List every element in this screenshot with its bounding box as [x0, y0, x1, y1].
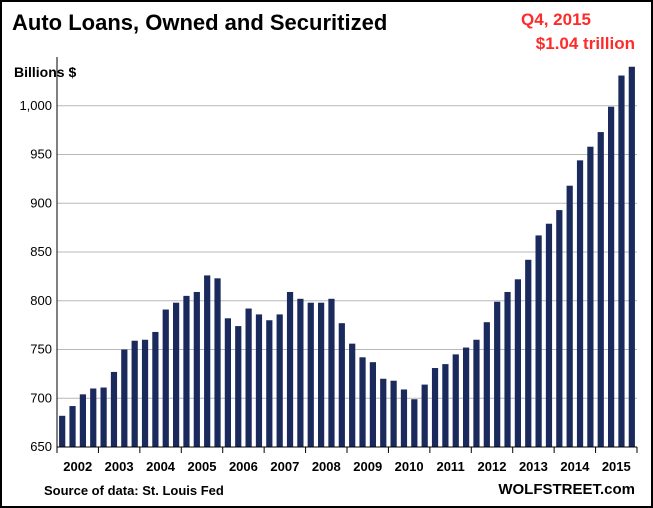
bar-2004-q3	[162, 309, 169, 447]
x-tick-label: 2007	[270, 459, 299, 474]
bar-2010-q2	[400, 389, 408, 447]
bar-2013-q4	[545, 223, 553, 447]
bar-2015-q1	[597, 132, 604, 447]
annotation-value: $1.04 trillion	[535, 34, 635, 53]
bar-2006-q4	[255, 314, 263, 447]
bar-2009-q4	[380, 378, 387, 447]
bar-2015-q4	[628, 66, 635, 447]
axis-labels: 650 700 750 800 850 900 950 1,000 2002 2003 2004 20…	[19, 98, 630, 474]
bar-2010-q3	[411, 399, 418, 447]
y-tick-label: 750	[30, 342, 52, 357]
y-tick-label: 850	[30, 244, 52, 259]
bar-2013-q1	[514, 279, 521, 447]
annotation-period: Q4, 2015	[521, 10, 591, 29]
bar-2005-q3	[204, 275, 211, 447]
bar-2011-q4	[463, 347, 470, 447]
brand-label: WOLFSTREET.com	[498, 481, 635, 498]
bar-2008-q3	[328, 298, 335, 447]
bar-2013-q2	[525, 259, 532, 447]
source-note: Source of data: St. Louis Fed	[44, 483, 224, 498]
bar-2008-q1	[307, 302, 314, 447]
bar-2011-q3	[452, 354, 459, 447]
bar-2014-q1	[556, 210, 563, 447]
bar-2012-q1	[473, 339, 480, 447]
bar-2013-q3	[535, 235, 542, 447]
bar-2014-q4	[587, 146, 594, 447]
bar-2004-q1	[141, 339, 149, 447]
bar-2002-q3	[79, 394, 86, 447]
bar-2003-q4	[131, 340, 138, 447]
bar-2003-q1	[100, 387, 107, 447]
bar-2007-q3	[286, 291, 294, 447]
x-tick-label: 2014	[560, 459, 590, 474]
bar-2014-q3	[576, 160, 584, 447]
x-tick-label: 2004	[146, 459, 176, 474]
bar-2010-q1	[390, 380, 397, 447]
x-tick-label: 2002	[63, 459, 92, 474]
x-tick-label: 2012	[478, 459, 507, 474]
bar-2005-q2	[193, 291, 200, 447]
x-tick-label: 2003	[105, 459, 134, 474]
x-tick-label: 2008	[312, 459, 341, 474]
bar-2012-q3	[494, 301, 501, 447]
bar-2006-q1	[224, 318, 231, 447]
bar-2007-q2	[276, 314, 283, 447]
bar-2011-q2	[442, 364, 449, 447]
x-tick-label: 2010	[395, 459, 424, 474]
bar-2015-q2	[608, 106, 615, 447]
y-tick-label: 900	[30, 195, 52, 210]
bar-2012-q4	[504, 291, 511, 447]
bar-2010-q4	[421, 384, 428, 447]
bar-2011-q1	[431, 368, 439, 447]
x-tick-label: 2013	[519, 459, 548, 474]
bar-2002-q4	[90, 388, 97, 447]
bar-2012-q2	[483, 322, 490, 447]
x-tick-label: 2006	[229, 459, 258, 474]
bar-2002-q2	[69, 406, 76, 447]
bar-2006-q2	[235, 326, 242, 447]
bar-2009-q1	[349, 343, 356, 447]
bar-2014-q2	[566, 185, 573, 447]
y-tick-label: 800	[30, 293, 52, 308]
y-tick-label: 1,000	[19, 98, 52, 113]
y-tick-label: 700	[30, 390, 52, 405]
bar-2006-q3	[245, 308, 252, 447]
x-tick-label: 2011	[436, 459, 464, 474]
axes	[56, 57, 638, 453]
bar-2007-q4	[297, 298, 304, 447]
bar-2015-q3	[618, 75, 625, 448]
bar-2009-q3	[369, 362, 376, 447]
bar-2002-q1	[59, 415, 66, 447]
bar-2004-q4	[173, 302, 180, 447]
x-tick-label: 2015	[602, 459, 631, 474]
x-tick-label: 2009	[353, 459, 382, 474]
bar-2004-q2	[152, 331, 159, 447]
bar-2005-q1	[183, 295, 190, 447]
bar-2005-q4	[214, 278, 221, 447]
bar-2008-q2	[318, 302, 325, 447]
y-tick-label: 650	[30, 439, 52, 454]
chart-title: Auto Loans, Owned and Securitized	[12, 10, 388, 35]
y-axis-title: Billions $	[14, 64, 77, 80]
bar-2008-q4	[338, 323, 345, 447]
y-tick-label: 950	[30, 147, 52, 162]
bar-2009-q2	[359, 357, 366, 447]
bar-2007-q1	[266, 320, 273, 447]
bar-2003-q3	[121, 349, 128, 447]
bars	[59, 66, 635, 448]
bar-2003-q2	[110, 371, 118, 447]
x-tick-label: 2005	[188, 459, 217, 474]
